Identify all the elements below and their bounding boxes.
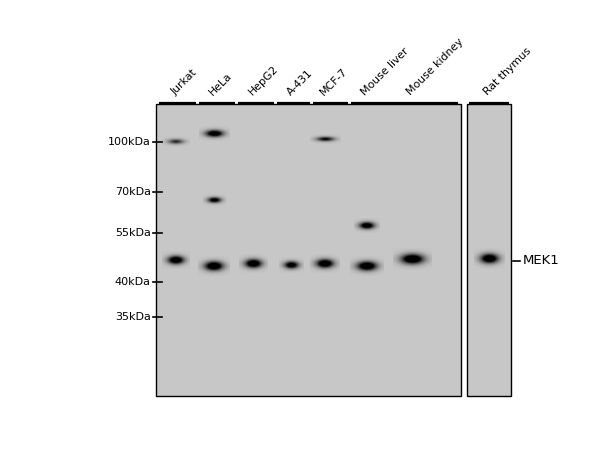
Bar [157,104,461,396]
Text: MEK1: MEK1 [523,254,559,267]
Text: Jurkat: Jurkat [169,68,199,97]
Text: 100kDa: 100kDa [108,137,151,147]
Text: HepG2: HepG2 [247,64,280,97]
Text: Rat thymus: Rat thymus [482,46,533,97]
Text: 35kDa: 35kDa [115,312,151,322]
Text: 55kDa: 55kDa [115,228,151,238]
Bar [467,104,511,396]
Text: MCF-7: MCF-7 [319,66,350,97]
Text: HeLa: HeLa [207,70,234,97]
Text: A-431: A-431 [285,67,314,97]
Text: 40kDa: 40kDa [115,277,151,287]
Text: Mouse liver: Mouse liver [359,46,411,97]
Text: Mouse kidney: Mouse kidney [405,36,466,97]
Text: 70kDa: 70kDa [115,187,151,197]
